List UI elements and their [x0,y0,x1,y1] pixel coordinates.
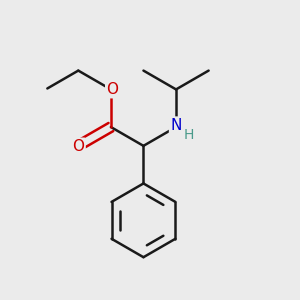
Text: H: H [183,128,194,142]
Text: O: O [72,139,84,154]
Text: N: N [170,118,182,133]
Text: O: O [106,82,119,97]
